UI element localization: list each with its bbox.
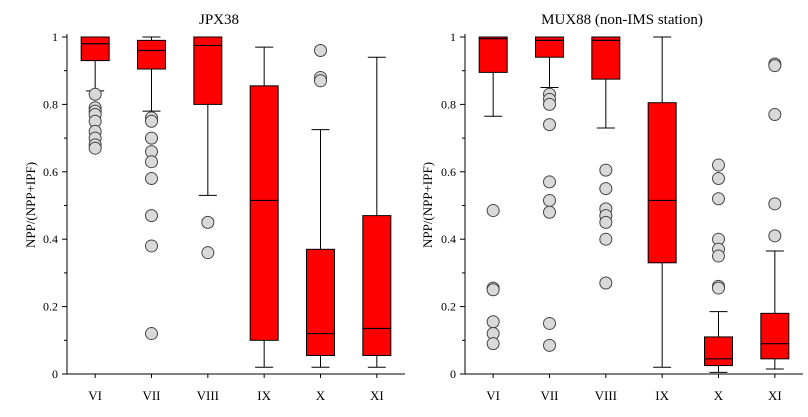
outlier-point (712, 158, 725, 172)
outlier-point (543, 193, 556, 207)
y-tick-label: 1 (450, 30, 456, 44)
outlier-point (486, 315, 500, 329)
iqr-box (647, 102, 677, 264)
chart-title: JPX38 (199, 12, 239, 28)
outlier-point (486, 337, 500, 351)
outlier-point (543, 175, 556, 189)
iqr-box (306, 248, 335, 356)
x-tick-label: X (316, 388, 326, 403)
x-tick-label: XI (768, 388, 782, 403)
outlier-point (88, 141, 102, 155)
x-tick-label: IX (257, 388, 271, 403)
outlier-point (599, 276, 613, 290)
x-tick-label: VIII (595, 388, 617, 403)
outlier-point (145, 114, 158, 128)
box-X (306, 43, 335, 368)
outlier-point (145, 327, 158, 341)
outlier-point (543, 97, 556, 111)
iqr-box (137, 39, 166, 70)
iqr-box (478, 36, 508, 73)
x-tick-label: VII (142, 388, 160, 403)
outlier-point (712, 172, 725, 186)
x-tick-label: VI (88, 388, 102, 403)
outlier-point (486, 204, 500, 218)
y-tick-label: 0.6 (441, 165, 456, 179)
iqr-box (193, 36, 223, 105)
outlier-point (543, 205, 556, 219)
outlier-point (768, 108, 782, 122)
outlier-point (543, 316, 556, 330)
outlier-point (486, 283, 500, 297)
outlier-point (314, 43, 327, 57)
iqr-box (591, 36, 621, 80)
y-tick-label: 0 (52, 367, 58, 381)
outlier-point (768, 229, 782, 243)
outlier-point (201, 215, 215, 229)
y-tick-label: 0.8 (43, 97, 58, 111)
outlier-point (543, 338, 556, 352)
y-axis-label: NPP/(NPP+IPF) (420, 162, 435, 248)
outlier-point (599, 182, 613, 196)
y-tick-label: 0.4 (441, 232, 456, 246)
y-tick-label: 0.2 (43, 300, 58, 314)
y-tick-label: 0.6 (43, 165, 58, 179)
x-tick-label: VI (486, 388, 500, 403)
box-VIII (591, 36, 621, 290)
outlier-point (88, 87, 102, 101)
outlier-point (768, 59, 782, 73)
outlier-point (599, 215, 613, 229)
x-tick-label: X (714, 388, 724, 403)
box-XI (362, 56, 392, 368)
iqr-box (362, 215, 392, 356)
box-IX (647, 36, 677, 368)
outlier-point (543, 118, 556, 132)
panel-mux88: MUX88 (non-IMS station) NPP/(NPP+IPF) 0 0… (420, 12, 803, 403)
iqr-box (535, 36, 564, 58)
x-tick-label: VII (540, 388, 558, 403)
box-VII (137, 36, 166, 341)
y-tick-label: 0.8 (441, 97, 456, 111)
y-tick-label: 1 (52, 30, 58, 44)
y-tick-label: 0.4 (43, 232, 58, 246)
iqr-box (249, 85, 279, 341)
y-tick-label: 0 (450, 367, 456, 381)
x-tick-label: VIII (197, 388, 219, 403)
y-axis-label: NPP/(NPP+IPF) (23, 162, 38, 248)
iqr-box (704, 336, 733, 367)
y-tick-label: 0.2 (441, 300, 456, 314)
box-XI (760, 57, 790, 370)
iqr-box (80, 36, 110, 62)
chart-title: MUX88 (non-IMS station) (541, 12, 703, 28)
outlier-point (145, 172, 158, 186)
box-VIII (193, 36, 223, 260)
outlier-point (712, 249, 725, 263)
panel-jpx38: JPX38 NPP/(NPP+IPF) 0 0.2 0.4 0.6 0.8 1 VI VII V… (23, 12, 405, 403)
box-VI (80, 36, 110, 155)
iqr-box (760, 312, 790, 360)
box-X (704, 158, 733, 373)
outlier-point (145, 209, 158, 223)
x-tick-label: XI (370, 388, 384, 403)
outlier-point (145, 131, 158, 145)
outlier-point (599, 163, 613, 177)
outlier-point (145, 155, 158, 169)
outlier-point (145, 239, 158, 253)
outlier-point (314, 74, 327, 88)
outlier-point (712, 192, 725, 206)
outlier-point (599, 232, 613, 246)
box-VI (478, 36, 508, 351)
box-VII (535, 36, 564, 352)
x-tick-label: IX (655, 388, 669, 403)
outlier-point (201, 246, 215, 260)
outlier-point (768, 197, 782, 211)
box-IX (249, 46, 279, 368)
outlier-point (712, 281, 725, 295)
